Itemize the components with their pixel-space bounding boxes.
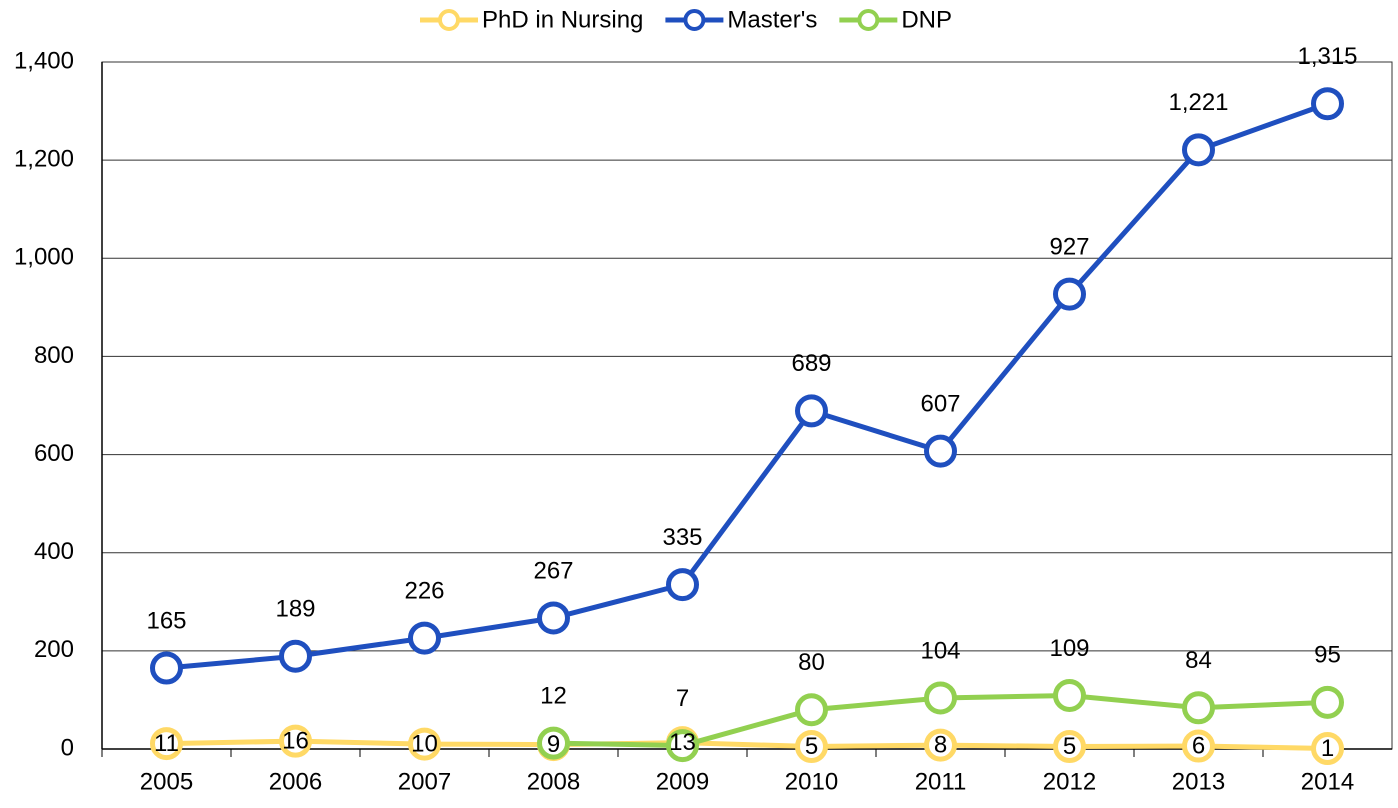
legend-marker (683, 9, 706, 31)
marker (150, 651, 183, 685)
data-label: 607 (920, 390, 960, 417)
marker (924, 434, 957, 468)
marker (795, 394, 828, 428)
x-tick-label: 2012 (1043, 768, 1096, 795)
data-label: 5 (805, 733, 818, 760)
data-label: 165 (146, 607, 186, 634)
y-tick-label: 600 (34, 440, 74, 467)
marker (1311, 87, 1344, 121)
y-tick-label: 800 (34, 342, 74, 369)
y-tick-label: 0 (61, 734, 74, 761)
x-tick-label: 2006 (269, 768, 322, 795)
marker (924, 728, 957, 762)
legend-label: Master's (727, 6, 817, 33)
data-label: 10 (411, 730, 438, 757)
data-label: 189 (275, 596, 315, 623)
legend-marker (857, 9, 880, 31)
data-label: 335 (662, 524, 702, 551)
marker (1182, 133, 1215, 167)
series-line (166, 101, 1329, 671)
x-tick-label: 2009 (656, 768, 709, 795)
data-label: 80 (798, 649, 825, 676)
series-line (166, 738, 1328, 752)
data-label: 7 (676, 685, 689, 712)
data-label: 5 (1063, 733, 1076, 760)
data-label: 1,315 (1297, 43, 1357, 70)
x-tick-label: 2007 (398, 768, 451, 795)
x-tick-label: 2010 (785, 768, 838, 795)
data-label: 109 (1049, 635, 1089, 662)
marker (1053, 679, 1086, 713)
x-tick-label: 2005 (140, 768, 193, 795)
marker (537, 726, 570, 760)
x-tick-label: 2008 (527, 768, 580, 795)
y-tick-label: 1,200 (14, 145, 74, 172)
marker (279, 639, 312, 673)
marker (795, 693, 828, 727)
marker (666, 729, 699, 763)
data-label: 95 (1314, 642, 1341, 669)
data-label: 11 (154, 730, 179, 757)
marker (1053, 730, 1086, 764)
data-label: 689 (791, 350, 831, 377)
data-label: 6 (1192, 732, 1205, 759)
data-label: 1 (1321, 735, 1334, 762)
x-tick-label: 2014 (1301, 768, 1354, 795)
marker (1182, 729, 1215, 763)
legend-label: PhD in Nursing (482, 6, 643, 33)
marker (408, 621, 441, 655)
legend-marker (438, 9, 460, 31)
x-tick-label: 2013 (1172, 768, 1225, 795)
data-label: 104 (920, 637, 960, 664)
data-label: 927 (1049, 233, 1089, 260)
data-label: 226 (404, 577, 444, 604)
legend-label: DNP (901, 6, 952, 33)
data-label: 13 (669, 729, 696, 756)
marker (408, 727, 441, 761)
marker (1053, 277, 1086, 311)
marker (537, 601, 570, 635)
marker (1311, 732, 1344, 766)
data-label: 8 (934, 731, 947, 758)
y-tick-label: 1,000 (14, 244, 74, 271)
data-label: 267 (533, 557, 573, 584)
data-label: 12 (540, 682, 567, 709)
marker (795, 730, 828, 764)
data-label: 9 (547, 731, 560, 758)
data-label: 1,221 (1168, 89, 1228, 116)
marker (150, 727, 183, 761)
marker (1182, 691, 1215, 725)
y-tick-label: 1,400 (14, 47, 74, 74)
x-tick-label: 2011 (915, 768, 967, 795)
marker (279, 724, 312, 758)
y-tick-label: 400 (34, 538, 74, 565)
y-tick-label: 200 (34, 636, 74, 663)
marker (924, 681, 957, 715)
data-label: 16 (282, 727, 309, 754)
marker (1311, 685, 1344, 719)
marker (666, 568, 699, 602)
data-label: 84 (1185, 647, 1212, 674)
